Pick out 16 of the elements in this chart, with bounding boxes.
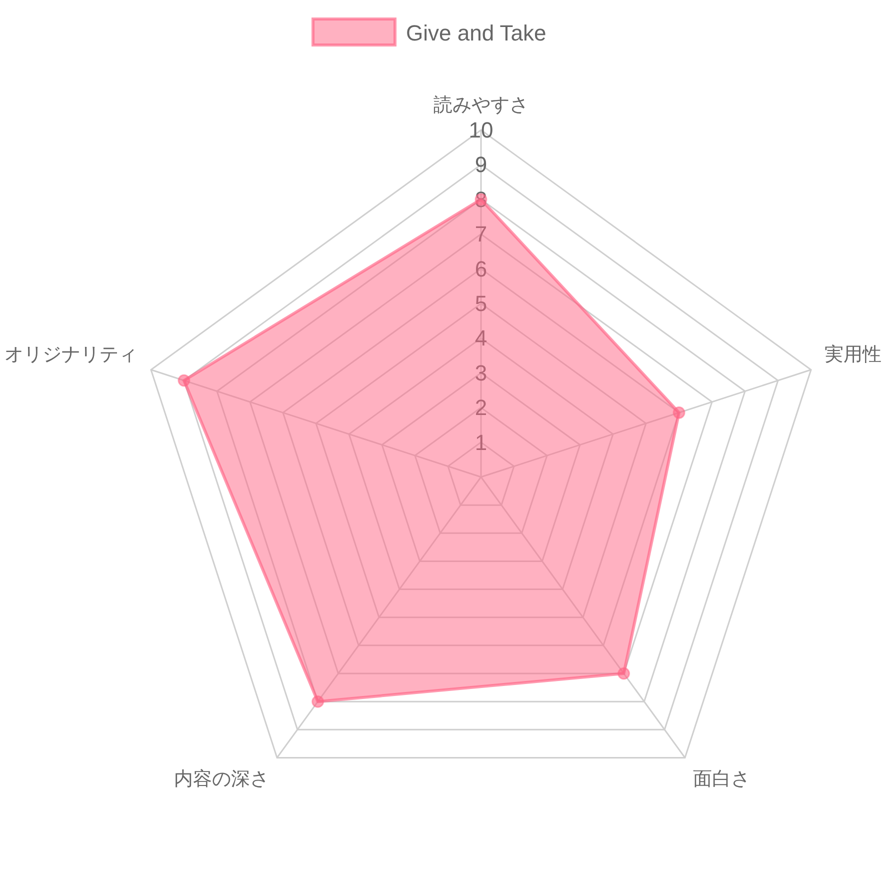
y-tick-label: 7	[474, 222, 488, 247]
y-tick-label: 6	[474, 256, 488, 282]
spoke-label: 内容の深さ	[174, 768, 269, 790]
y-tick-label: 1	[474, 430, 488, 455]
y-tick-label: 5	[474, 291, 488, 316]
y-tick-label: 9	[474, 152, 488, 178]
y-tick-label: 8	[474, 186, 488, 212]
spoke-label: 面白さ	[693, 769, 750, 790]
y-tick-label: 2	[474, 395, 488, 420]
y-tick-label: 4	[474, 326, 488, 351]
spoke-label: オリジナリティ	[4, 344, 138, 366]
spoke-label: 読みやすさ	[434, 95, 528, 116]
y-tick-label: 10	[468, 118, 494, 142]
y-tick-label: 3	[474, 360, 488, 386]
legend-label: Give and Take	[406, 20, 546, 46]
spoke-label: 実用性	[824, 343, 882, 366]
